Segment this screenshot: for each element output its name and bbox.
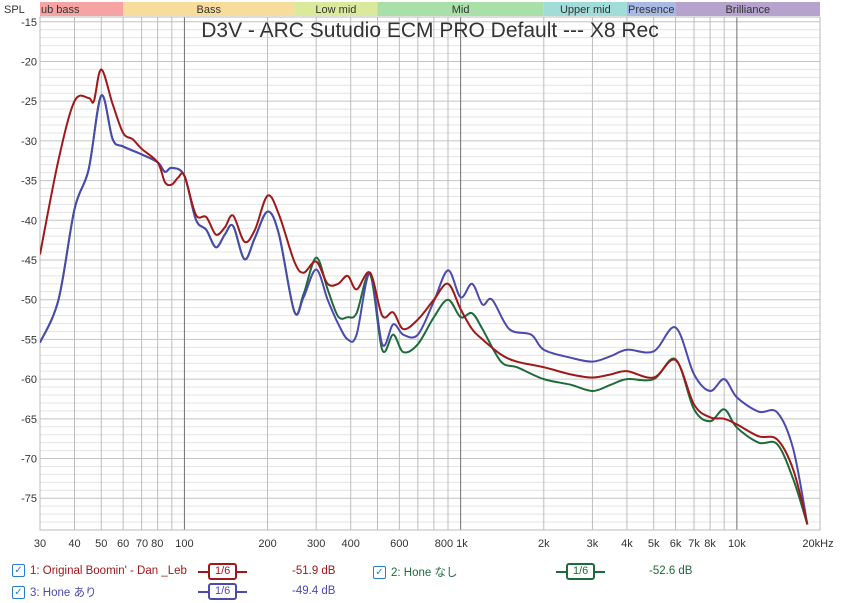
y-tick-label: -30	[21, 136, 37, 148]
y-tick-label: -45	[21, 255, 37, 267]
x-tick-label: 10k	[728, 538, 746, 550]
x-tick-label: 200	[258, 538, 276, 550]
band-label: Presence	[628, 4, 674, 16]
band-1	[123, 2, 295, 16]
chart-title: D3V - ARC Sutudio ECM PRO Default --- X8…	[201, 19, 658, 42]
x-tick-label: 50	[95, 538, 107, 550]
plot-frame	[39, 16, 821, 531]
series-group	[40, 68, 809, 525]
x-tick-label: 300	[307, 538, 325, 550]
y-tick-label: -25	[21, 96, 37, 108]
x-tick-label: 800 1k	[435, 538, 469, 550]
x-tick-label: 8k	[704, 538, 716, 550]
x-tick-label: 60	[117, 538, 129, 550]
y-tick-label: -75	[21, 493, 37, 505]
x-tick-label: 7k	[688, 538, 700, 550]
legend-swatch-1: 1/6	[198, 563, 248, 580]
y-tick-label: -35	[21, 176, 37, 188]
series-line-3	[40, 94, 809, 525]
x-tick-label: 70 80	[136, 538, 164, 550]
legend-level-2: -52.6 dB	[649, 565, 693, 577]
legend-label: 1: Original Boomin' - Dan _Leb	[30, 564, 187, 577]
x-tick-label: 4k	[621, 538, 633, 550]
band-5	[626, 2, 676, 16]
x-tick-label: 20kHz	[802, 538, 833, 550]
check-icon[interactable]: ✓	[373, 565, 386, 579]
y-tick-label: -50	[21, 295, 37, 307]
smoothing-badge: 1/6	[208, 563, 238, 580]
x-tick-label: 40	[68, 538, 80, 550]
legend-item-2[interactable]: ✓ 2: Hone なし	[373, 564, 457, 580]
check-icon[interactable]: ✓	[12, 585, 25, 599]
legend-swatch-3: 1/6	[198, 583, 248, 600]
x-tick-label: 100	[175, 538, 193, 550]
y-tick-label: -20	[21, 56, 37, 68]
legend-level-1: -51.9 dB	[292, 565, 336, 577]
band-2	[294, 2, 378, 16]
series-line-1	[40, 68, 809, 525]
band-label: Upper mid	[560, 4, 611, 16]
smoothing-badge: 1/6	[208, 583, 238, 600]
y-tick-label: -65	[21, 414, 37, 426]
band-3	[377, 2, 544, 16]
legend-label: 3: Hone あり	[30, 587, 97, 599]
band-0	[40, 2, 124, 16]
y-tick-label: -70	[21, 454, 37, 466]
y-tick-label: -40	[21, 215, 37, 227]
legend-item-1[interactable]: ✓ 1: Original Boomin' - Dan _Leb	[12, 564, 187, 577]
frequency-response-chart: ub bass Bass Low mid Mid Upper mid Presence Br…	[4, 2, 834, 550]
band-4	[543, 2, 627, 16]
x-tick-label: 6k	[670, 538, 682, 550]
y-tick-label: -15	[21, 17, 37, 29]
x-tick-label: 3k	[587, 538, 599, 550]
legend-label: 2: Hone なし	[391, 567, 458, 579]
x-tick-label: 30	[34, 538, 46, 550]
y-tick-label: -60	[21, 374, 37, 386]
x-tick-label: 400	[342, 538, 360, 550]
x-tick-label: 2k	[538, 538, 550, 550]
y-axis-label: SPL	[4, 4, 25, 16]
legend-swatch-2: 1/6	[556, 563, 606, 580]
y-tick-label: -55	[21, 334, 37, 346]
band-label: Bass	[197, 4, 222, 16]
x-tick-label: 5k	[648, 538, 660, 550]
legend-item-3[interactable]: ✓ 3: Hone あり	[12, 584, 96, 600]
x-tick-label: 600	[390, 538, 408, 550]
legend-level-3: -49.4 dB	[292, 585, 336, 597]
band-label: ub bass	[41, 4, 80, 16]
check-icon[interactable]: ✓	[12, 564, 25, 577]
band-label: Low mid	[315, 4, 356, 16]
band-6	[675, 2, 820, 16]
band-label: Brilliance	[725, 4, 770, 16]
smoothing-badge: 1/6	[566, 563, 596, 580]
band-label: Mid	[452, 4, 470, 16]
